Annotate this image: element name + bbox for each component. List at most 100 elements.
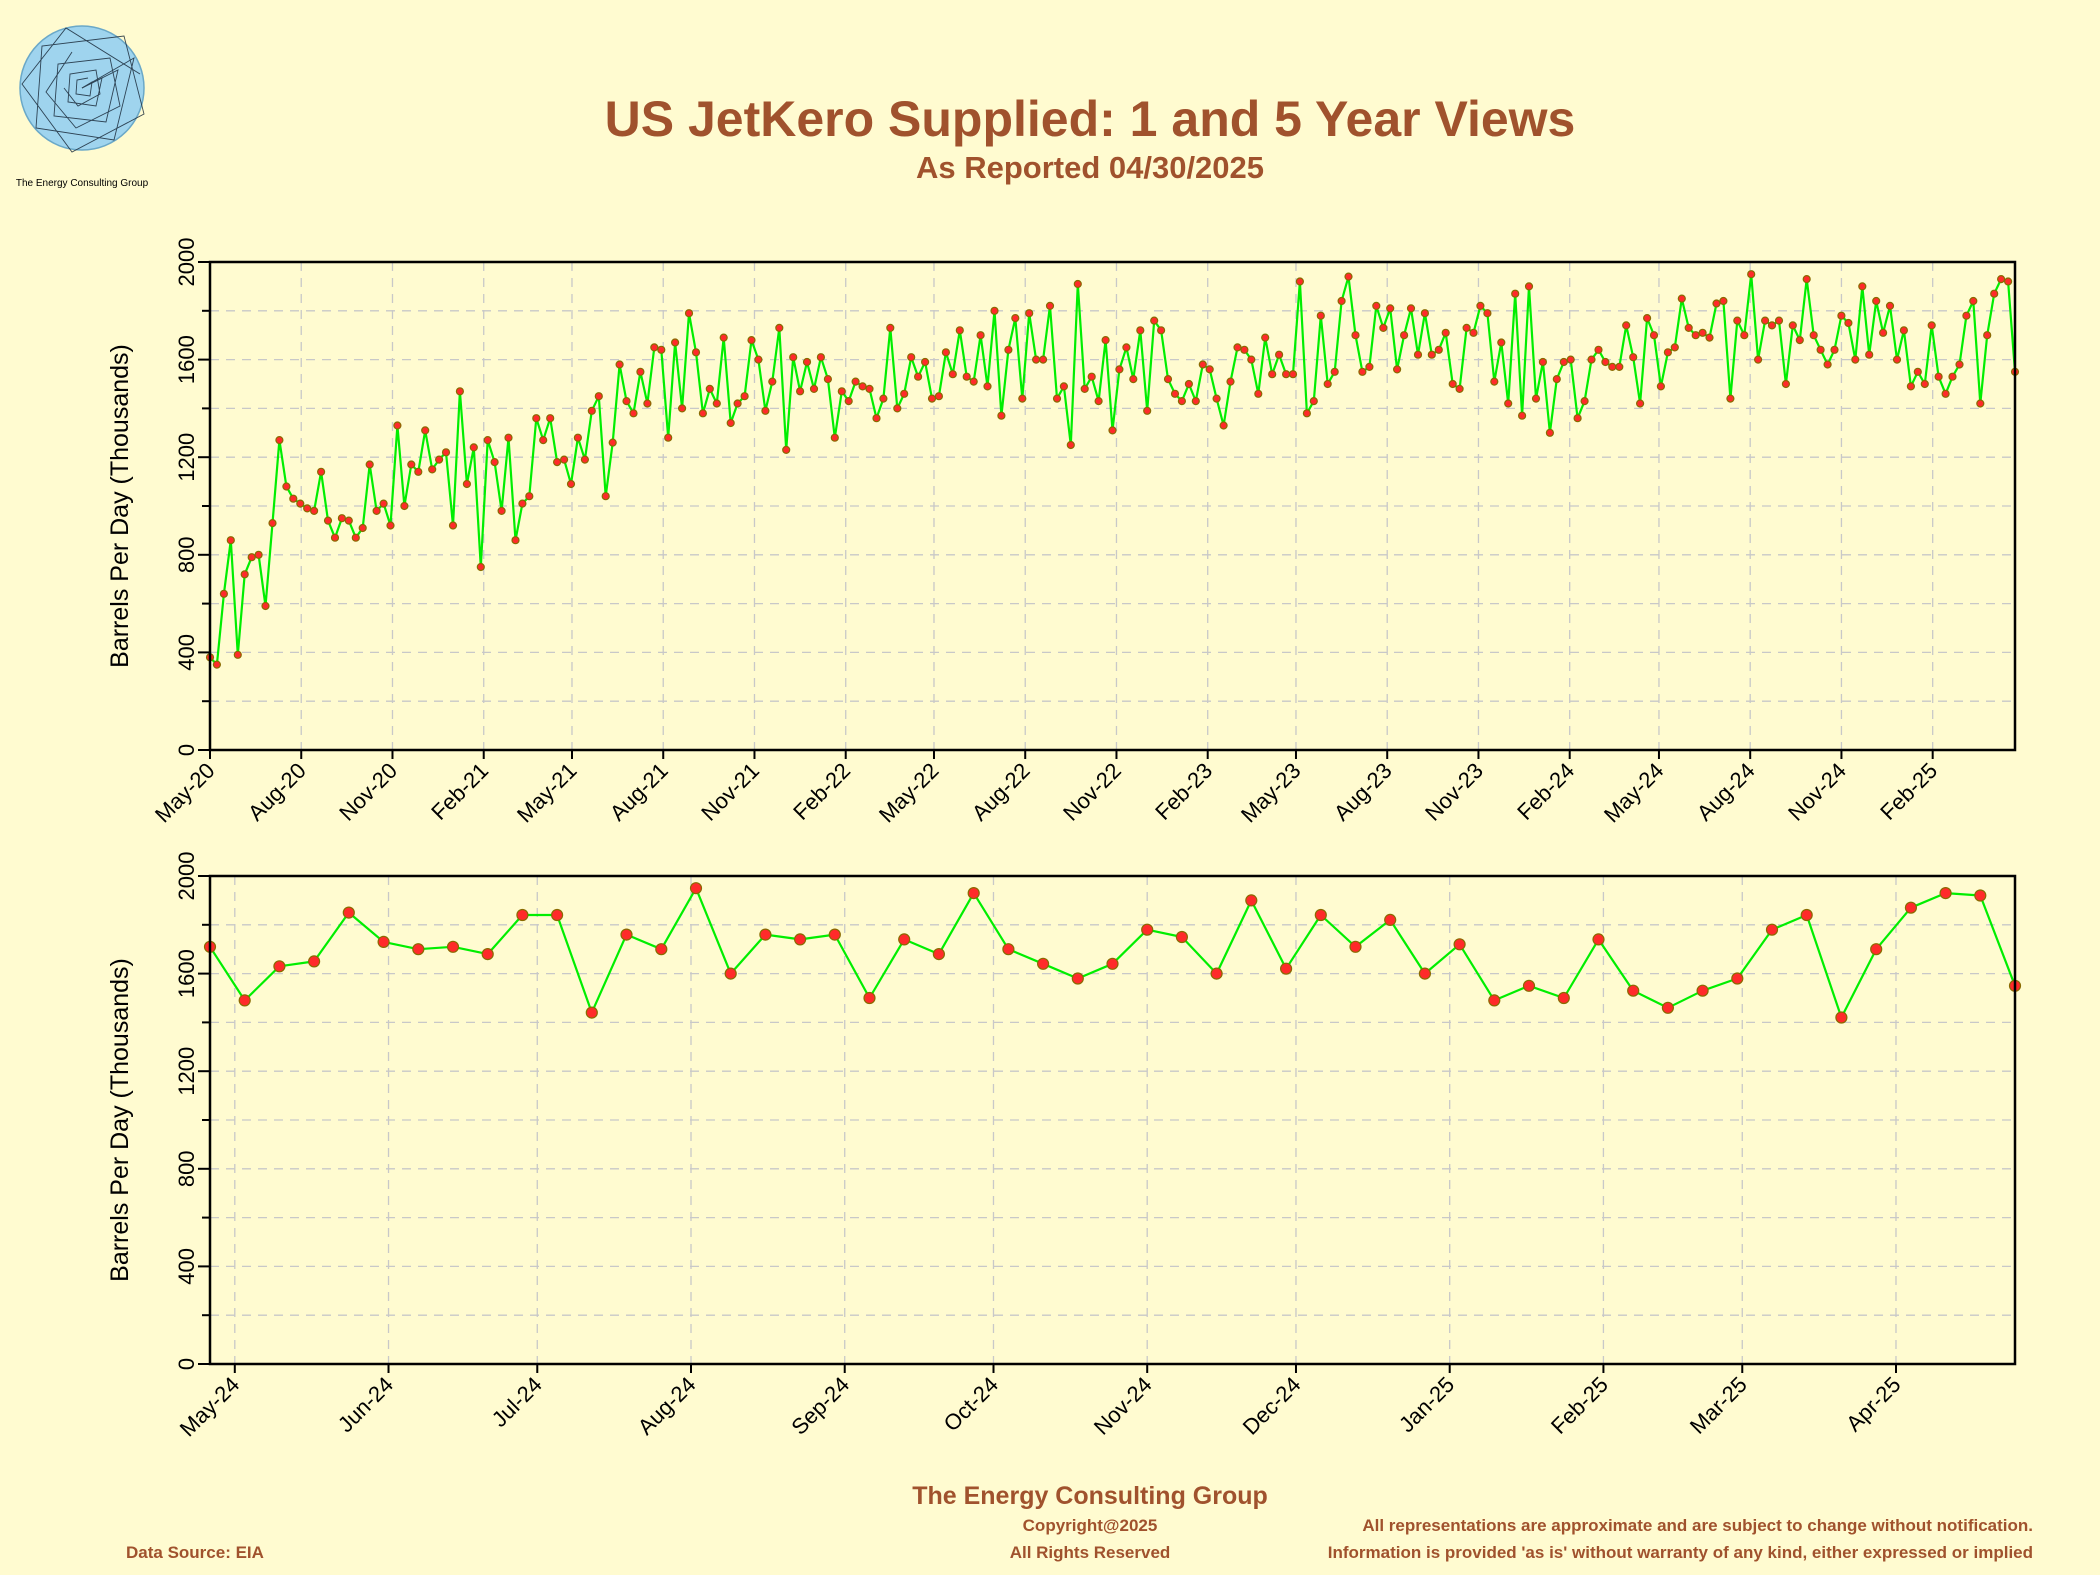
data-point: [782, 445, 791, 454]
y-tick-label: 0: [174, 1358, 199, 1370]
data-point: [1302, 409, 1312, 418]
data-point: [740, 392, 749, 401]
data-point: [1587, 355, 1596, 364]
data-point: [497, 506, 506, 515]
data-point: [712, 399, 721, 408]
data-point: [1913, 367, 1922, 376]
data-point: [268, 518, 277, 528]
footer-copyright: Copyright@2025: [1022, 1516, 1158, 1535]
data-point: [1969, 296, 1978, 306]
y-tick-label: 1600: [174, 949, 199, 998]
data-point: [1684, 323, 1693, 332]
data-point: [414, 467, 423, 476]
data-point: [303, 504, 312, 513]
footer-rights: All Rights Reserved: [1009, 1543, 1171, 1562]
data-point: [1254, 389, 1263, 398]
data-point: [247, 553, 256, 562]
data-point: [1517, 411, 1527, 420]
x-tick-label: Feb-25: [1546, 1372, 1613, 1439]
x-tick-label: Oct-24: [939, 1372, 1003, 1436]
data-point: [344, 516, 353, 525]
data-point: [1288, 370, 1298, 379]
data-point: [1733, 316, 1742, 325]
data-point: [1656, 382, 1666, 391]
y-tick-label: 0: [174, 744, 199, 756]
data-point: [657, 345, 666, 354]
data-point: [518, 499, 527, 508]
data-point: [1129, 375, 1138, 384]
x-tick-label: May-21: [512, 758, 582, 828]
data-point: [898, 933, 911, 946]
data-point: [1524, 282, 1534, 291]
data-point: [1580, 397, 1589, 406]
data-point: [655, 943, 668, 956]
data-point: [983, 382, 992, 391]
data-point: [1274, 350, 1284, 359]
data-point: [1170, 389, 1180, 398]
data-point: [802, 357, 812, 367]
data-point: [1691, 331, 1700, 340]
data-point: [1557, 991, 1570, 1005]
data-point: [913, 372, 923, 381]
logo-spiral-graphic: [21, 27, 145, 153]
data-point: [1004, 345, 1013, 354]
data-point: [428, 465, 437, 474]
data-point: [393, 421, 402, 430]
data-point: [1330, 367, 1339, 376]
data-point: [275, 436, 284, 445]
data-point: [317, 467, 326, 476]
data-point: [1974, 889, 1987, 902]
data-point: [1760, 316, 1770, 325]
data-point: [594, 392, 603, 401]
data-point: [358, 523, 367, 533]
data-point: [1962, 311, 1971, 320]
data-point: [1837, 311, 1846, 320]
data-point: [1906, 382, 1916, 391]
x-tick-label: Jan-25: [1394, 1372, 1459, 1437]
data-point: [490, 458, 499, 467]
page-title: US JetKero Supplied: 1 and 5 Year Views: [604, 91, 1576, 147]
data-point: [1545, 428, 1555, 437]
data-point: [1052, 394, 1062, 403]
data-point: [212, 660, 221, 669]
data-point: [1705, 333, 1714, 342]
data-point: [233, 650, 242, 659]
data-point: [754, 355, 763, 364]
data-point: [844, 397, 853, 406]
data-point: [1774, 316, 1784, 325]
x-tick-label: Aug-20: [243, 758, 311, 826]
data-point: [289, 494, 298, 503]
data-point: [1413, 350, 1423, 359]
data-point: [1629, 353, 1638, 362]
data-point: [1941, 389, 1950, 398]
data-point: [1177, 397, 1187, 406]
data-point: [238, 994, 251, 1007]
data-point: [1983, 331, 1992, 340]
data-point: [462, 479, 471, 489]
data-point: [726, 418, 735, 428]
x-tick-label: Apr-25: [1841, 1372, 1905, 1436]
data-point: [1483, 309, 1492, 318]
data-point: [830, 433, 839, 442]
data-point: [622, 397, 631, 406]
x-tick-label: Aug-23: [1329, 758, 1397, 826]
data-point: [1592, 933, 1605, 946]
data-point: [990, 306, 999, 315]
data-point: [629, 409, 638, 418]
footer-disclaimer-line-2: Information is provided 'as is' without …: [1327, 1543, 2033, 1562]
data-point: [469, 443, 478, 452]
data-point: [585, 1006, 598, 1019]
data-point: [1816, 345, 1825, 354]
data-point: [1531, 394, 1541, 403]
data-point: [997, 411, 1006, 420]
data-point: [412, 943, 425, 956]
data-point: [724, 967, 737, 980]
data-point: [386, 521, 395, 530]
data-point: [1559, 357, 1568, 367]
data-point: [421, 426, 430, 435]
data-point: [976, 331, 985, 340]
data-point: [552, 458, 562, 467]
y-axis-label: Barrels Per Day (Thousands): [106, 958, 134, 1282]
data-point: [308, 955, 321, 968]
x-tick-label: Aug-22: [967, 758, 1035, 826]
